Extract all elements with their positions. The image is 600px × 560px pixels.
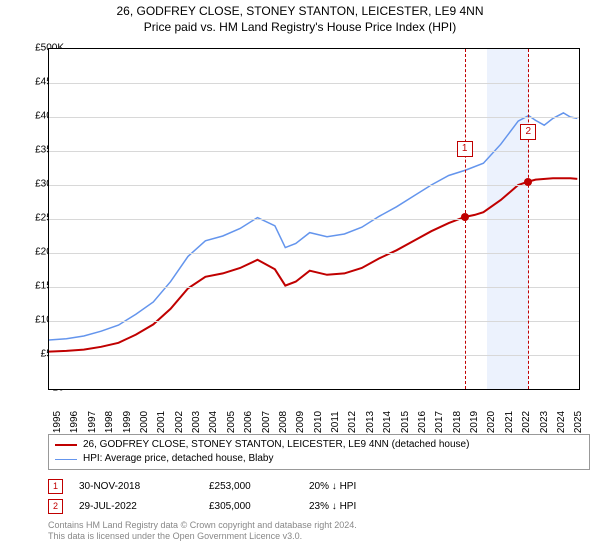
x-tick-label: 2025 (573, 411, 584, 433)
legend-label-hpi: HPI: Average price, detached house, Blab… (83, 452, 274, 466)
x-tick-label: 1996 (69, 411, 80, 433)
x-tick-label: 2020 (486, 411, 497, 433)
event-marker-box: 1 (457, 141, 473, 157)
legend-row-hpi: HPI: Average price, detached house, Blab… (55, 452, 583, 466)
x-tick-label: 1998 (104, 411, 115, 433)
x-tick-label: 2021 (504, 411, 515, 433)
x-tick-label: 2009 (295, 411, 306, 433)
sale-point-dot (461, 213, 469, 221)
x-tick-label: 2012 (347, 411, 358, 433)
transactions-table: 1 30-NOV-2018 £253,000 20% ↓ HPI 2 29-JU… (48, 476, 409, 516)
x-tick-label: 2005 (226, 411, 237, 433)
x-tick-label: 2007 (261, 411, 272, 433)
x-tick-label: 2023 (539, 411, 550, 433)
x-tick-label: 2000 (139, 411, 150, 433)
x-tick-label: 2002 (174, 411, 185, 433)
x-tick-label: 2014 (382, 411, 393, 433)
transaction-diff: 23% ↓ HPI (309, 501, 409, 512)
transaction-diff: 20% ↓ HPI (309, 481, 409, 492)
x-tick-label: 1997 (87, 411, 98, 433)
x-tick-label: 2016 (417, 411, 428, 433)
transaction-marker-2: 2 (48, 499, 63, 514)
x-tick-label: 2019 (469, 411, 480, 433)
series-line-property (49, 178, 577, 351)
x-tick-label: 2018 (452, 411, 463, 433)
transaction-price: £305,000 (209, 501, 309, 512)
x-tick-label: 2011 (330, 411, 341, 433)
legend-swatch-hpi (55, 459, 77, 460)
x-tick-label: 2022 (521, 411, 532, 433)
transaction-date: 30-NOV-2018 (79, 481, 209, 492)
table-row: 1 30-NOV-2018 £253,000 20% ↓ HPI (48, 476, 409, 496)
x-tick-label: 2013 (365, 411, 376, 433)
x-tick-label: 2015 (400, 411, 411, 433)
x-tick-label: 1995 (52, 411, 63, 433)
plot-area: 12 (48, 48, 580, 390)
legend-box: 26, GODFREY CLOSE, STONEY STANTON, LEICE… (48, 434, 590, 470)
footer-line-1: Contains HM Land Registry data © Crown c… (48, 520, 357, 531)
x-tick-label: 2004 (208, 411, 219, 433)
footer-attribution: Contains HM Land Registry data © Crown c… (48, 520, 357, 543)
legend-label-property: 26, GODFREY CLOSE, STONEY STANTON, LEICE… (83, 438, 469, 452)
footer-line-2: This data is licensed under the Open Gov… (48, 531, 357, 542)
transaction-date: 29-JUL-2022 (79, 501, 209, 512)
title-address: 26, GODFREY CLOSE, STONEY STANTON, LEICE… (0, 4, 600, 20)
x-tick-label: 2024 (556, 411, 567, 433)
event-vline (528, 49, 529, 389)
event-marker-box: 2 (520, 124, 536, 140)
x-tick-label: 1999 (122, 411, 133, 433)
transaction-marker-1: 1 (48, 479, 63, 494)
chart-container: 26, GODFREY CLOSE, STONEY STANTON, LEICE… (0, 0, 600, 560)
title-subtitle: Price paid vs. HM Land Registry's House … (0, 20, 600, 36)
title-block: 26, GODFREY CLOSE, STONEY STANTON, LEICE… (0, 0, 600, 35)
table-row: 2 29-JUL-2022 £305,000 23% ↓ HPI (48, 496, 409, 516)
transaction-price: £253,000 (209, 481, 309, 492)
x-tick-label: 2017 (434, 411, 445, 433)
x-tick-label: 2010 (313, 411, 324, 433)
x-tick-label: 2006 (243, 411, 254, 433)
x-tick-label: 2003 (191, 411, 202, 433)
legend-row-property: 26, GODFREY CLOSE, STONEY STANTON, LEICE… (55, 438, 583, 452)
sale-point-dot (524, 178, 532, 186)
series-line-hpi (49, 113, 577, 340)
legend-swatch-property (55, 444, 77, 446)
x-tick-label: 2008 (278, 411, 289, 433)
x-tick-label: 2001 (156, 411, 167, 433)
